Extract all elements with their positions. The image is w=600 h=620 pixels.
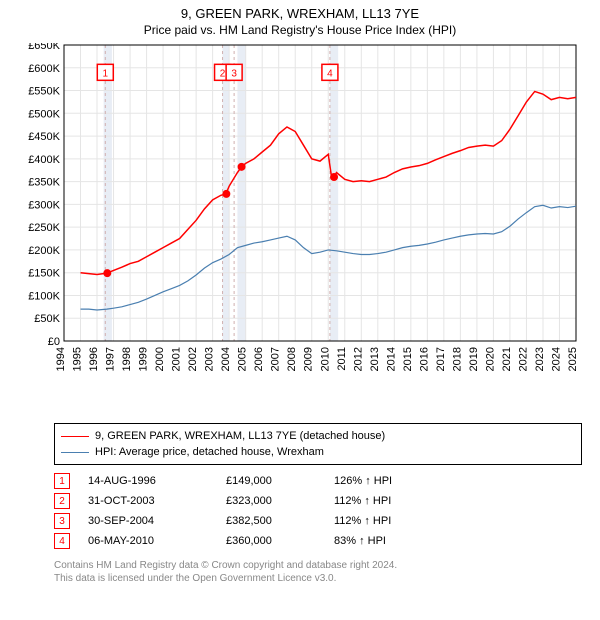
legend-item: HPI: Average price, detached house, Wrex…: [61, 444, 575, 460]
svg-text:£200K: £200K: [28, 245, 60, 257]
sale-pct: 126% ↑ HPI: [334, 475, 444, 487]
sale-marker-icon: 4: [54, 533, 70, 549]
sale-pct: 112% ↑ HPI: [334, 515, 444, 527]
table-row: 4 06-MAY-2010 £360,000 83% ↑ HPI: [54, 531, 582, 551]
sale-price: £382,500: [226, 515, 316, 527]
svg-text:2015: 2015: [402, 347, 414, 371]
sale-date: 06-MAY-2010: [88, 535, 208, 547]
legend-swatch: [61, 452, 89, 453]
svg-text:2016: 2016: [418, 347, 430, 371]
svg-text:1994: 1994: [55, 347, 67, 371]
sale-pct: 112% ↑ HPI: [334, 495, 444, 507]
sale-date: 14-AUG-1996: [88, 475, 208, 487]
svg-text:£500K: £500K: [28, 108, 60, 120]
svg-text:£300K: £300K: [28, 199, 60, 211]
sale-marker-icon: 3: [54, 513, 70, 529]
sale-price: £360,000: [226, 535, 316, 547]
svg-text:2001: 2001: [171, 347, 183, 371]
svg-text:£150K: £150K: [28, 268, 60, 280]
svg-text:2025: 2025: [567, 347, 579, 371]
sale-pct: 83% ↑ HPI: [334, 535, 444, 547]
svg-text:£350K: £350K: [28, 177, 60, 189]
sale-date: 31-OCT-2003: [88, 495, 208, 507]
svg-text:£450K: £450K: [28, 131, 60, 143]
svg-text:1999: 1999: [138, 347, 150, 371]
svg-text:£100K: £100K: [28, 290, 60, 302]
svg-text:2021: 2021: [501, 347, 513, 371]
svg-text:2011: 2011: [336, 347, 348, 371]
svg-text:2004: 2004: [220, 347, 232, 371]
legend-label: HPI: Average price, detached house, Wrex…: [95, 446, 324, 458]
sale-price: £149,000: [226, 475, 316, 487]
svg-text:£0: £0: [48, 336, 60, 348]
chart-svg: 1 23 4 £0 £50K £100K £150K £200K £250K £300K £350K…: [20, 43, 580, 391]
svg-text:3: 3: [231, 68, 237, 79]
svg-text:2018: 2018: [451, 347, 463, 371]
svg-text:2000: 2000: [154, 347, 166, 371]
svg-text:1995: 1995: [72, 347, 84, 371]
svg-text:£550K: £550K: [28, 86, 60, 98]
sale-marker-icon: 1: [54, 473, 70, 489]
svg-text:£650K: £650K: [28, 43, 60, 52]
chart-title: 9, GREEN PARK, WREXHAM, LL13 7YE: [10, 6, 590, 21]
svg-text:2010: 2010: [319, 347, 331, 371]
svg-text:4: 4: [327, 68, 333, 79]
chart-subtitle: Price paid vs. HM Land Registry's House …: [10, 23, 590, 37]
svg-text:£250K: £250K: [28, 222, 60, 234]
svg-text:2012: 2012: [352, 347, 364, 371]
table-row: 2 31-OCT-2003 £323,000 112% ↑ HPI: [54, 491, 582, 511]
svg-text:1: 1: [103, 68, 109, 79]
svg-text:2014: 2014: [385, 347, 397, 371]
svg-text:£400K: £400K: [28, 154, 60, 166]
svg-text:£50K: £50K: [34, 313, 60, 325]
footer: Contains HM Land Registry data © Crown c…: [54, 559, 582, 585]
svg-text:1997: 1997: [105, 347, 117, 371]
svg-text:2003: 2003: [204, 347, 216, 371]
svg-text:2: 2: [220, 68, 226, 79]
svg-text:2005: 2005: [237, 347, 249, 371]
footer-line: This data is licensed under the Open Gov…: [54, 573, 336, 584]
footer-line: Contains HM Land Registry data © Crown c…: [54, 560, 397, 571]
table-row: 1 14-AUG-1996 £149,000 126% ↑ HPI: [54, 471, 582, 491]
svg-text:2020: 2020: [484, 347, 496, 371]
svg-text:2023: 2023: [534, 347, 546, 371]
legend-label: 9, GREEN PARK, WREXHAM, LL13 7YE (detach…: [95, 430, 385, 442]
table-row: 3 30-SEP-2004 £382,500 112% ↑ HPI: [54, 511, 582, 531]
svg-text:2024: 2024: [550, 347, 562, 371]
svg-text:2007: 2007: [270, 347, 282, 371]
legend-item: 9, GREEN PARK, WREXHAM, LL13 7YE (detach…: [61, 428, 575, 444]
svg-text:2009: 2009: [303, 347, 315, 371]
svg-text:2013: 2013: [369, 347, 381, 371]
chart: 1 23 4 £0 £50K £100K £150K £200K £250K £300K £350K…: [20, 43, 580, 391]
svg-text:2019: 2019: [468, 347, 480, 371]
sale-price: £323,000: [226, 495, 316, 507]
sale-date: 30-SEP-2004: [88, 515, 208, 527]
svg-text:£600K: £600K: [28, 63, 60, 75]
legend-swatch: [61, 436, 89, 437]
svg-text:2017: 2017: [435, 347, 447, 371]
svg-text:2008: 2008: [286, 347, 298, 371]
svg-text:2022: 2022: [517, 347, 529, 371]
sale-marker-icon: 2: [54, 493, 70, 509]
legend: 9, GREEN PARK, WREXHAM, LL13 7YE (detach…: [54, 423, 582, 465]
svg-text:2006: 2006: [253, 347, 265, 371]
svg-text:1998: 1998: [121, 347, 133, 371]
svg-text:1996: 1996: [88, 347, 100, 371]
sales-table: 1 14-AUG-1996 £149,000 126% ↑ HPI 2 31-OCT-20…: [54, 471, 582, 551]
svg-text:2002: 2002: [187, 347, 199, 371]
